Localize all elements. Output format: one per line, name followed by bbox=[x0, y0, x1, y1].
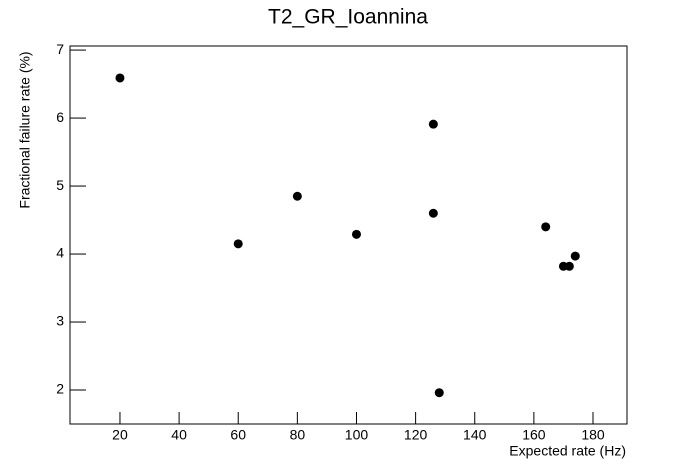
x-tick-label: 180 bbox=[581, 427, 605, 443]
y-tick-label: 2 bbox=[56, 381, 64, 397]
x-axis-label: Expected rate (Hz) bbox=[509, 443, 626, 459]
y-axis-label: Fractional failure rate (%) bbox=[17, 51, 33, 208]
x-tick-label: 140 bbox=[463, 427, 487, 443]
point bbox=[434, 388, 444, 398]
y-tick-label: 3 bbox=[56, 313, 64, 329]
y-tick-label: 7 bbox=[56, 41, 64, 57]
x-tick-label: 80 bbox=[290, 427, 306, 443]
point bbox=[292, 191, 302, 201]
x-tick-label: 20 bbox=[112, 427, 128, 443]
x-tick-label: 40 bbox=[171, 427, 187, 443]
x-tick-label: 100 bbox=[345, 427, 369, 443]
plot-frame bbox=[69, 45, 628, 425]
point bbox=[351, 229, 361, 239]
y-tick-label: 4 bbox=[56, 245, 64, 261]
point bbox=[541, 222, 551, 232]
point bbox=[564, 261, 574, 271]
chart-title: T2_GR_Ioannina bbox=[268, 6, 428, 29]
x-tick-label: 120 bbox=[404, 427, 428, 443]
point bbox=[233, 239, 243, 249]
x-tick-label: 160 bbox=[522, 427, 546, 443]
y-tick-label: 5 bbox=[56, 177, 64, 193]
point bbox=[115, 73, 125, 83]
x-tick-label: 60 bbox=[230, 427, 246, 443]
point bbox=[570, 251, 580, 261]
point bbox=[428, 208, 438, 218]
y-tick-label: 6 bbox=[56, 109, 64, 125]
point bbox=[428, 119, 438, 129]
